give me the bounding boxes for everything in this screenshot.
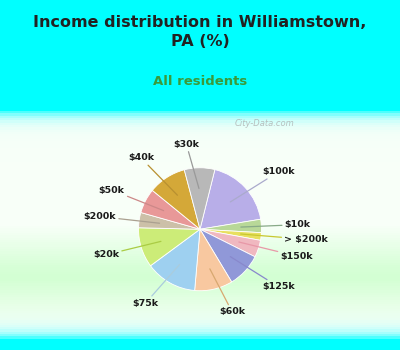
Bar <box>0 116 400 231</box>
Wedge shape <box>138 228 200 266</box>
Bar <box>0 205 400 320</box>
Bar <box>0 125 400 240</box>
Bar <box>0 132 400 247</box>
Wedge shape <box>184 168 215 229</box>
Bar <box>0 143 400 258</box>
Wedge shape <box>138 212 200 229</box>
Bar <box>0 215 400 329</box>
Bar <box>0 173 400 288</box>
Bar <box>0 191 400 307</box>
Bar <box>0 208 400 323</box>
Bar <box>0 224 400 339</box>
Text: Income distribution in Williamstown,
PA (%): Income distribution in Williamstown, PA … <box>33 15 367 49</box>
Text: $75k: $75k <box>132 265 180 308</box>
Wedge shape <box>141 190 200 229</box>
Bar <box>0 187 400 302</box>
Bar <box>0 196 400 311</box>
Bar <box>0 212 400 327</box>
Text: > $200k: > $200k <box>241 234 328 244</box>
Text: $20k: $20k <box>93 241 161 259</box>
Bar <box>0 153 400 267</box>
Bar <box>0 127 400 242</box>
Text: $125k: $125k <box>230 257 295 292</box>
Wedge shape <box>200 229 261 240</box>
Bar <box>0 194 400 309</box>
Bar <box>0 155 400 270</box>
Bar <box>0 166 400 281</box>
Bar <box>0 203 400 318</box>
Bar <box>0 146 400 260</box>
Text: $100k: $100k <box>230 167 295 202</box>
Bar <box>0 134 400 249</box>
Text: $200k: $200k <box>84 212 160 223</box>
Bar <box>0 113 400 228</box>
Bar <box>0 198 400 313</box>
Bar <box>0 157 400 272</box>
Text: All residents: All residents <box>153 75 247 88</box>
Bar <box>0 189 400 304</box>
Bar <box>0 148 400 263</box>
Bar <box>0 169 400 284</box>
Wedge shape <box>150 229 200 290</box>
Wedge shape <box>195 229 232 291</box>
Bar <box>0 122 400 238</box>
Text: City-Data.com: City-Data.com <box>235 119 294 128</box>
Text: $60k: $60k <box>210 269 245 316</box>
Bar <box>0 111 400 226</box>
Bar <box>0 175 400 290</box>
Bar <box>0 178 400 293</box>
Bar <box>0 130 400 244</box>
Wedge shape <box>200 170 261 229</box>
Bar <box>0 150 400 265</box>
Bar <box>0 222 400 336</box>
Bar <box>0 180 400 295</box>
Bar <box>0 185 400 300</box>
Text: $40k: $40k <box>128 153 178 195</box>
Bar <box>0 136 400 251</box>
Text: $50k: $50k <box>99 186 164 211</box>
Bar <box>0 159 400 274</box>
Bar <box>0 219 400 334</box>
Wedge shape <box>152 170 200 229</box>
Bar <box>0 120 400 235</box>
Text: $150k: $150k <box>239 242 313 261</box>
Bar <box>0 171 400 286</box>
Bar <box>0 182 400 297</box>
Bar <box>0 141 400 256</box>
Text: $10k: $10k <box>241 220 311 229</box>
Bar <box>0 210 400 325</box>
Wedge shape <box>200 229 255 282</box>
Bar <box>0 162 400 276</box>
Bar <box>0 201 400 316</box>
Wedge shape <box>200 219 262 233</box>
Bar <box>0 118 400 233</box>
Text: $30k: $30k <box>174 140 200 188</box>
Wedge shape <box>200 229 260 257</box>
Bar <box>0 217 400 332</box>
Bar <box>0 139 400 254</box>
Bar <box>0 164 400 279</box>
